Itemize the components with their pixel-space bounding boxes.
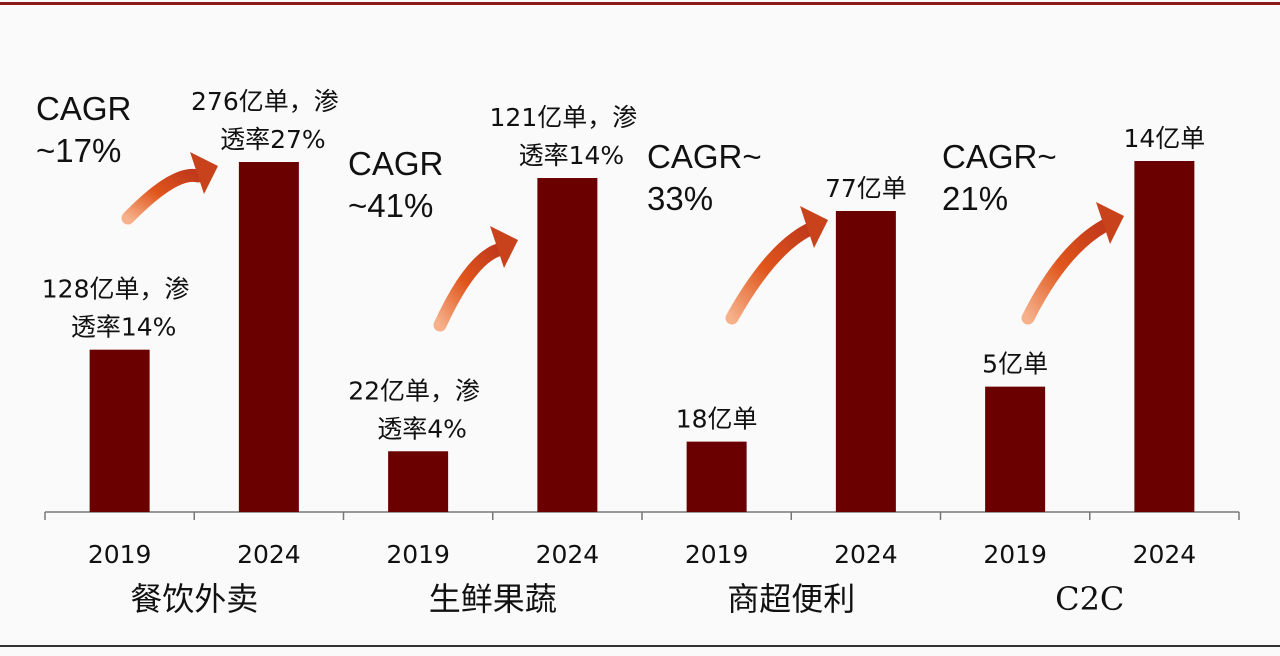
bar bbox=[537, 178, 598, 512]
data-label: 18亿单 bbox=[676, 405, 758, 434]
category-label: 生鲜果蔬 bbox=[429, 580, 557, 618]
bar bbox=[238, 162, 299, 512]
cagr-label: 33% bbox=[647, 180, 713, 217]
x-tick-label: 2024 bbox=[237, 540, 301, 569]
category-label: 商超便利 bbox=[727, 580, 855, 618]
x-tick-label: 2019 bbox=[983, 540, 1047, 569]
cagr-label: 21% bbox=[942, 180, 1008, 217]
data-label: 77亿单 bbox=[825, 174, 907, 203]
bar bbox=[985, 386, 1046, 512]
growth-arrow bbox=[121, 168, 205, 225]
bar bbox=[89, 349, 150, 512]
top-border bbox=[0, 2, 1280, 5]
growth-arrow bbox=[433, 243, 505, 332]
x-tick-label: 2024 bbox=[834, 540, 898, 569]
cagr-label: CAGR bbox=[348, 145, 443, 182]
bar bbox=[1134, 161, 1195, 512]
growth-arrow bbox=[1021, 219, 1111, 325]
x-tick-label: 2024 bbox=[1133, 540, 1197, 569]
data-label: 透率14% bbox=[519, 141, 625, 170]
bar bbox=[686, 441, 747, 512]
cagr-label: ~41% bbox=[348, 187, 433, 224]
bottom-border bbox=[0, 645, 1280, 647]
arrow-head bbox=[190, 152, 218, 194]
category-label: C2C bbox=[1055, 580, 1124, 618]
bar bbox=[388, 451, 449, 512]
data-label: 14亿单 bbox=[1123, 124, 1205, 153]
arrow-head bbox=[490, 226, 518, 268]
arrow-head bbox=[1096, 202, 1124, 244]
x-tick-label: 2019 bbox=[386, 540, 450, 569]
cagr-label: CAGR~ bbox=[647, 138, 762, 175]
cagr-label: CAGR bbox=[36, 90, 131, 127]
data-label: 22亿单，渗 bbox=[348, 376, 480, 405]
data-label: 276亿单，渗 bbox=[191, 87, 339, 116]
arrow-head bbox=[800, 206, 828, 248]
data-label: 128亿单，渗 bbox=[42, 275, 190, 304]
category-label: 餐饮外卖 bbox=[130, 580, 258, 618]
data-label: 透率14% bbox=[71, 313, 177, 342]
data-label: 5亿单 bbox=[982, 350, 1048, 379]
x-tick-label: 2024 bbox=[536, 540, 600, 569]
cagr-label: CAGR~ bbox=[942, 138, 1057, 175]
data-label: 121亿单，渗 bbox=[490, 103, 638, 132]
cagr-label: ~17% bbox=[36, 132, 121, 169]
data-label: 透率27% bbox=[220, 125, 326, 154]
bar bbox=[835, 211, 896, 512]
data-label: 透率4% bbox=[377, 414, 467, 443]
x-tick-label: 2019 bbox=[88, 540, 152, 569]
growth-arrow bbox=[725, 223, 815, 325]
x-tick-label: 2019 bbox=[685, 540, 749, 569]
